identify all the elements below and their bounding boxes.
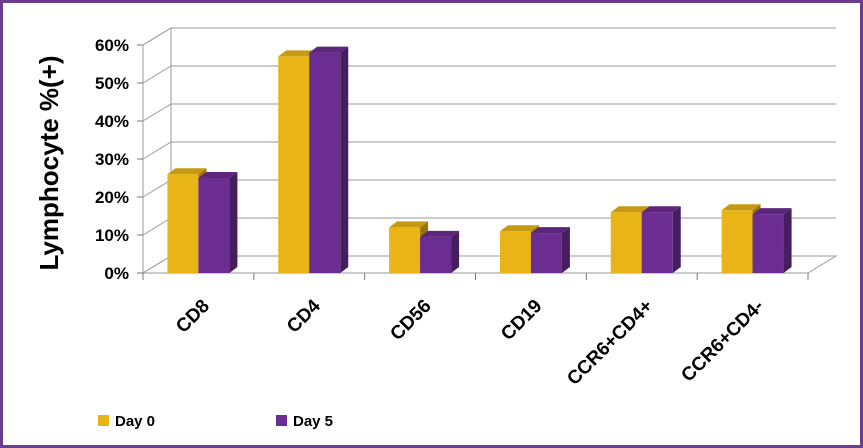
bar-side <box>340 46 349 273</box>
bar-front <box>389 227 421 273</box>
y-tick-label: 60% <box>95 36 129 55</box>
y-tick-label: 50% <box>95 74 129 93</box>
legend-item: Day 0 <box>98 413 155 430</box>
bar-front <box>499 231 531 273</box>
y-tick-label: 20% <box>95 188 129 207</box>
legend: Day 0 Day 5 <box>98 413 333 430</box>
legend-item: Day 5 <box>276 413 333 430</box>
gridline <box>142 27 836 46</box>
bar <box>752 208 792 273</box>
legend-label: Day 0 <box>115 413 155 430</box>
bar-top <box>721 204 761 211</box>
y-tick-labels: 0% 10% 20% 30% 40% 50% 60% <box>95 36 129 283</box>
bar-side <box>561 227 570 273</box>
bar <box>641 206 681 273</box>
gridline <box>142 65 836 84</box>
y-axis-title: Lymphocyte %(+) <box>34 55 64 270</box>
bar-top <box>198 172 238 178</box>
bar-side <box>451 230 460 273</box>
legend-swatch <box>98 415 109 426</box>
bar-top <box>167 168 207 175</box>
bar <box>530 227 570 273</box>
bar-front <box>278 56 310 274</box>
gridline <box>142 103 836 122</box>
bar-top <box>641 206 681 213</box>
bar-top <box>610 206 650 213</box>
y-tick-label: 10% <box>95 226 129 245</box>
bar-side <box>229 172 238 273</box>
bar-front <box>610 212 642 273</box>
bar-front <box>641 212 673 273</box>
bar <box>309 46 349 273</box>
bars <box>167 46 792 274</box>
bar-top <box>278 50 318 57</box>
x-tick-label: CD8 <box>172 296 214 338</box>
x-tick-label: CD19 <box>497 296 546 345</box>
bar-front <box>530 233 562 273</box>
x-tick-label: CCR6+CD4- <box>677 296 768 387</box>
bar-front <box>167 174 199 273</box>
bar-side <box>783 208 792 273</box>
bar-top <box>499 225 539 232</box>
x-tick-labels: CD8 CD4 CD56 CD19 CCR6+CD4+ CCR6+CD4- <box>172 295 768 389</box>
gridline <box>142 179 836 198</box>
legend-label: Day 5 <box>293 413 333 430</box>
bar-top <box>309 46 349 53</box>
legend-swatch <box>276 415 287 426</box>
bar-top <box>420 230 460 237</box>
bar-top <box>530 227 570 234</box>
bar-top <box>389 221 429 228</box>
bar-top <box>752 208 792 215</box>
bar-front <box>309 52 341 273</box>
bar-front <box>721 210 753 273</box>
x-tick-label: CD56 <box>386 296 435 345</box>
bar <box>420 230 460 273</box>
bar-front <box>752 214 784 273</box>
y-tick-label: 40% <box>95 112 129 131</box>
bar <box>198 172 238 273</box>
bar-front <box>420 236 452 273</box>
gridline <box>142 141 836 160</box>
bar-side <box>672 206 681 273</box>
y-tick-label: 0% <box>104 264 129 283</box>
bar-front <box>198 178 230 273</box>
bar-chart: 0% 10% 20% 30% 40% 50% 60% CD8 CD4 CD56 CD19 CCR6+… <box>34 27 838 430</box>
x-tick-label: CCR6+CD4+ <box>563 296 657 390</box>
x-tick-label: CD4 <box>283 295 325 337</box>
y-tick-label: 30% <box>95 150 129 169</box>
